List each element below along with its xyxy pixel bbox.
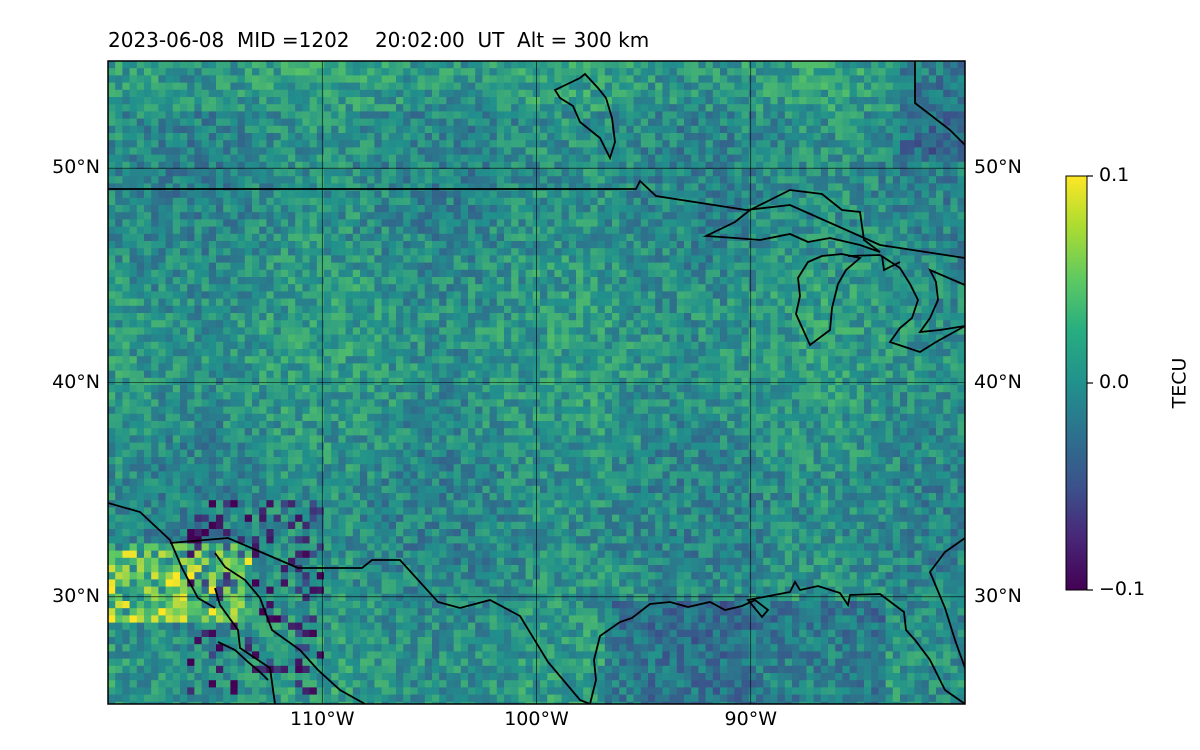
- colorbar: [1065, 175, 1088, 591]
- hudson-bay-coast: [914, 61, 965, 146]
- colorbar-label: TECU: [1168, 357, 1191, 409]
- lat-tick-label-left: 30°N: [52, 584, 100, 607]
- colorbar-tick-label: −0.1: [1099, 578, 1146, 600]
- lon-tick-label: 100°W: [504, 708, 569, 730]
- colorbar-ticks: [1087, 175, 1093, 591]
- plot-title: 2023-06-08 MID =1202 20:02:00 UT Alt = 3…: [108, 28, 650, 52]
- lat-tick-label-left: 40°N: [52, 370, 100, 393]
- lat-tick-label-right: 40°N: [974, 370, 1022, 393]
- us-mexico-border: [169, 537, 591, 704]
- lat-tick-label-left: 50°N: [52, 156, 100, 179]
- map-frame: [107, 60, 966, 705]
- tec-heatmap: [108, 61, 965, 704]
- pacific-coast: [108, 502, 216, 609]
- coastlines: [108, 61, 965, 704]
- lat-tick-label-right: 30°N: [974, 584, 1022, 607]
- lake-huron: [847, 254, 965, 353]
- lake-michigan: [795, 253, 862, 347]
- florida-coast: [928, 537, 965, 669]
- lake-superior: [702, 189, 881, 253]
- lake-winnipeg: [553, 72, 616, 161]
- lon-tick-label: 110°W: [289, 708, 355, 730]
- graticule: [108, 61, 965, 704]
- baja-california: [214, 552, 366, 704]
- gulf-coast: [589, 580, 965, 704]
- colorbar-tick-label: 0.1: [1099, 164, 1130, 186]
- colorbar-tick-label: 0.0: [1099, 371, 1130, 393]
- lon-tick-label: 90°W: [724, 708, 777, 730]
- us-canada-border: [108, 179, 965, 259]
- lat-tick-label-right: 50°N: [974, 156, 1022, 179]
